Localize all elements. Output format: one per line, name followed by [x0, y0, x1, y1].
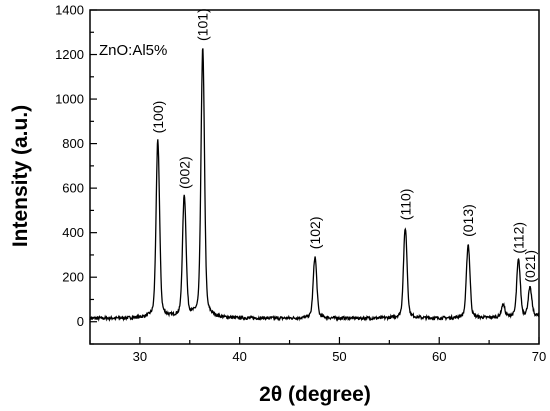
- x-tick-label: 50: [332, 349, 346, 364]
- peak-label: (102): [307, 217, 323, 250]
- axis-ticks: [89, 9, 540, 345]
- y-tick-label: 1400: [55, 3, 84, 18]
- peak-label: (110): [397, 189, 413, 221]
- series-line: [89, 48, 540, 322]
- plot-frame: [89, 9, 540, 345]
- peak-label: (112): [511, 222, 527, 254]
- x-tick-label: 40: [232, 349, 246, 364]
- x-axis-title: 2θ (degree): [259, 383, 371, 406]
- peak-labels: (100) (002) (101) (102) (110) (013) (112)(021): [150, 8, 538, 282]
- y-tick-label: 1000: [55, 92, 84, 107]
- x-tick-label: 30: [133, 349, 147, 364]
- y-tick-label: 0: [77, 314, 84, 329]
- y-tick-label: 400: [62, 225, 84, 240]
- y-tick-label: 800: [62, 136, 84, 151]
- peak-label: (013): [460, 204, 476, 237]
- x-tick-label: 70: [532, 349, 546, 364]
- peak-label: (101): [195, 8, 211, 41]
- peak-label: (021): [522, 250, 538, 283]
- x-tick-label: 60: [432, 349, 446, 364]
- sample-annotation: ZnO:Al5%: [99, 42, 167, 59]
- tick-labels: 30 40 50 60 70 0 200 400 600 800 1000 1200 1400: [55, 3, 546, 365]
- y-axis-title: Intensity (a.u.): [9, 105, 32, 247]
- y-tick-label: 1200: [55, 47, 84, 62]
- peak-label: (100): [150, 101, 166, 134]
- y-tick-label: 200: [62, 270, 84, 285]
- peak-label: (002): [176, 156, 192, 189]
- y-tick-label: 600: [62, 181, 84, 196]
